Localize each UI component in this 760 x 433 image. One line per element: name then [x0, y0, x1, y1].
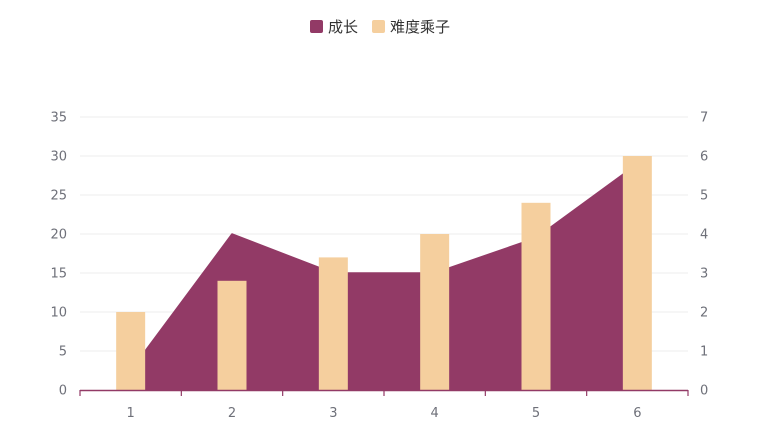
y-right-tick-label: 1	[700, 345, 708, 360]
x-tick-label: 2	[228, 406, 236, 421]
growth-area-series	[129, 163, 639, 391]
y-right-tick-label: 5	[700, 189, 708, 204]
legend-item-growth[interactable]: 成长	[309, 16, 358, 37]
legend-label-difficulty: 难度乘子	[390, 18, 451, 36]
legend-swatch-difficulty	[372, 20, 385, 33]
legend-item-difficulty[interactable]: 难度乘子	[372, 16, 450, 37]
difficulty-bar	[521, 202, 551, 390]
difficulty-bar	[420, 234, 450, 390]
legend-label-growth: 成长	[327, 18, 358, 36]
y-left-tick-label: 15	[50, 267, 67, 282]
difficulty-bar	[116, 312, 146, 390]
difficulty-bar-series	[116, 156, 652, 390]
y-left-tick-label: 25	[50, 189, 67, 204]
axes: 0 5 10 15 20 25 30 35 0 1 2 3 4 5 6 7 1 2 3 4 5 6	[50, 111, 708, 422]
y-left-tick-label: 5	[59, 345, 67, 360]
y-left-tick-label: 35	[50, 111, 67, 126]
legend: 成长 难度乘子	[0, 16, 760, 37]
y-right-tick-label: 2	[700, 306, 708, 321]
y-right-tick-label: 6	[700, 150, 708, 165]
difficulty-bar	[318, 257, 348, 390]
y-left-tick-label: 0	[59, 384, 67, 399]
x-tick-label: 4	[431, 406, 439, 421]
difficulty-bar	[622, 156, 652, 390]
x-tick-label: 3	[329, 406, 337, 421]
growth-area	[129, 163, 639, 391]
y-left-tick-label: 10	[50, 306, 67, 321]
y-left-tick-label: 30	[50, 150, 67, 165]
x-tick-label: 5	[532, 406, 540, 421]
y-right-tick-label: 7	[700, 111, 708, 126]
y-right-tick-label: 4	[700, 228, 708, 243]
x-tick-label: 1	[127, 406, 135, 421]
y-right-tick-label: 0	[700, 384, 708, 399]
y-right-tick-label: 3	[700, 267, 708, 282]
difficulty-bar	[217, 280, 247, 390]
y-left-tick-label: 20	[50, 228, 67, 243]
legend-swatch-growth	[309, 20, 323, 33]
x-tick-label: 6	[633, 406, 641, 421]
